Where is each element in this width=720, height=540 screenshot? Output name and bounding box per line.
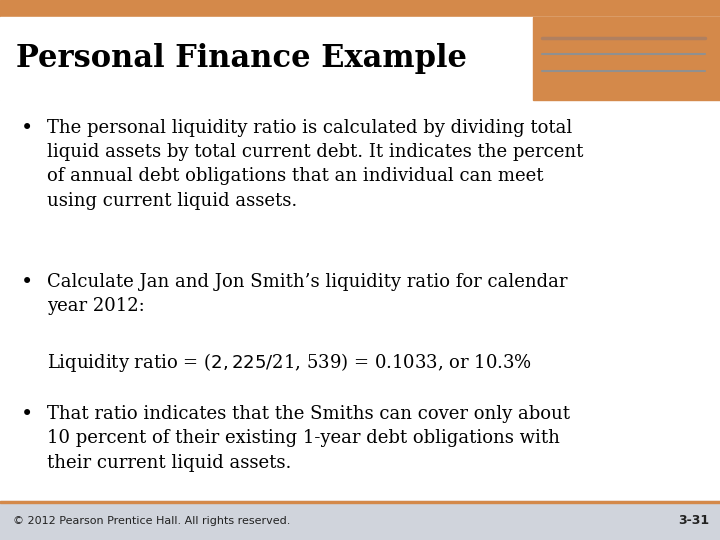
Text: •: •: [21, 119, 34, 138]
Text: © 2012 Pearson Prentice Hall. All rights reserved.: © 2012 Pearson Prentice Hall. All rights…: [13, 516, 290, 525]
Text: That ratio indicates that the Smiths can cover only about
10 percent of their ex: That ratio indicates that the Smiths can…: [47, 405, 570, 471]
Bar: [0, 0, 720, 17]
Text: Personal Finance Example: Personal Finance Example: [16, 43, 467, 74]
Bar: [0, 17, 720, 100]
Text: The personal liquidity ratio is calculated by dividing total
liquid assets by to: The personal liquidity ratio is calculat…: [47, 119, 583, 210]
Text: •: •: [21, 273, 34, 292]
Text: •: •: [21, 405, 34, 424]
Bar: [0, 501, 720, 540]
Text: Liquidity ratio = ($2,225/$21, 539) = 0.1033, or 10.3%: Liquidity ratio = ($2,225/$21, 539) = 0.…: [47, 351, 531, 374]
Bar: [0, 100, 720, 501]
Text: Calculate Jan and Jon Smith’s liquidity ratio for calendar
year 2012:: Calculate Jan and Jon Smith’s liquidity …: [47, 273, 567, 315]
Text: 3-31: 3-31: [678, 514, 709, 527]
Bar: [533, 17, 720, 100]
Bar: [533, 17, 555, 100]
Bar: [0, 501, 720, 503]
